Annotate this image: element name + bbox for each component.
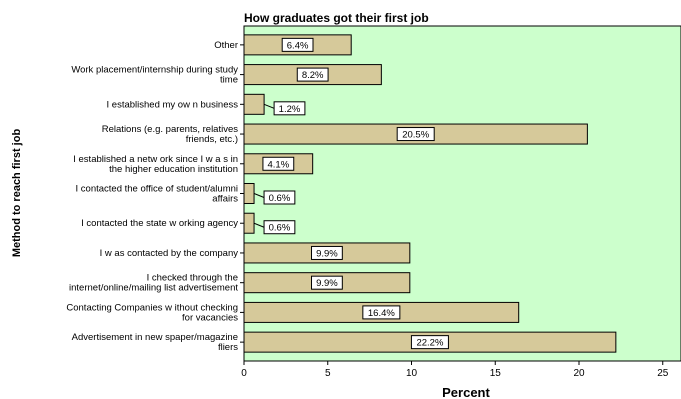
x-tick-label: 0 bbox=[241, 368, 247, 379]
data-label-box bbox=[263, 220, 296, 235]
data-label-box bbox=[311, 245, 343, 260]
data-label: 22.2% bbox=[416, 338, 443, 349]
data-label: 4.1% bbox=[268, 159, 290, 170]
x-tick-label: 20 bbox=[573, 368, 585, 379]
x-tick-label: 25 bbox=[657, 368, 669, 379]
data-label-box bbox=[311, 275, 343, 290]
data-label: 1.2% bbox=[279, 104, 301, 115]
data-label-leader bbox=[253, 222, 265, 228]
bar bbox=[243, 212, 255, 234]
data-label-box bbox=[396, 127, 435, 142]
category-label: I w as contacted by the company bbox=[100, 248, 239, 259]
category-label: I contacted the state w orking agency bbox=[81, 218, 238, 229]
data-label-box bbox=[296, 67, 329, 82]
data-labels: 6.4% 8.2% 1.2% 20.5% 4.1% 0.6% 0.6% 9.9% 9.9% 16.… bbox=[253, 37, 449, 350]
category-label: Work placement/internship during study bbox=[71, 65, 238, 76]
chart-title: How graduates got their first job bbox=[244, 11, 429, 25]
category-label: I checked through the bbox=[147, 273, 238, 284]
data-label-box bbox=[262, 156, 295, 171]
bar bbox=[243, 93, 265, 115]
data-label-box bbox=[263, 190, 296, 205]
bar bbox=[243, 183, 255, 204]
category-label: for vacancies bbox=[182, 312, 238, 323]
x-axis-title: Percent bbox=[442, 385, 490, 399]
data-label: 0.6% bbox=[269, 193, 291, 204]
category-label: I established my ow n business bbox=[107, 99, 239, 110]
data-label-leader bbox=[263, 103, 275, 109]
data-label-box bbox=[273, 101, 306, 116]
data-label-box bbox=[281, 37, 314, 52]
category-label: Contacting Companies w ithout checking bbox=[66, 302, 238, 313]
data-label-leader bbox=[253, 193, 265, 198]
x-axis-ticks: 0 5 10 15 20 25 bbox=[241, 361, 669, 379]
category-label: Advertisement in new spaper/magazine bbox=[72, 332, 238, 343]
category-label: I established a netw ork since I w a s i… bbox=[73, 154, 238, 165]
category-label: affairs bbox=[212, 194, 238, 205]
data-label: 0.6% bbox=[269, 223, 291, 234]
data-label: 6.4% bbox=[287, 40, 309, 51]
category-labels: Other Work placement/internship during st… bbox=[66, 40, 244, 353]
x-tick-label: 5 bbox=[325, 368, 331, 379]
category-label: fliers bbox=[218, 342, 238, 353]
data-label-box bbox=[362, 305, 401, 320]
category-label: internet/online/mailing list advertiseme… bbox=[69, 283, 238, 294]
category-label: the higher education institution bbox=[109, 164, 238, 175]
category-label: I contacted the office of student/alumni bbox=[76, 184, 238, 195]
data-label: 8.2% bbox=[302, 70, 324, 81]
category-label: friends, etc.) bbox=[186, 134, 238, 145]
data-label: 16.4% bbox=[368, 308, 395, 319]
data-label: 9.9% bbox=[316, 248, 338, 259]
category-label: Other bbox=[214, 40, 238, 51]
x-tick-label: 15 bbox=[490, 368, 502, 379]
category-label: Relations (e.g. parents, relatives bbox=[102, 124, 238, 135]
data-label-box bbox=[410, 335, 449, 350]
x-tick-label: 10 bbox=[406, 368, 418, 379]
data-label: 9.9% bbox=[316, 278, 338, 289]
data-label: 20.5% bbox=[402, 130, 429, 141]
category-label: time bbox=[220, 75, 238, 86]
y-axis-title: Method to reach first job bbox=[11, 129, 23, 258]
